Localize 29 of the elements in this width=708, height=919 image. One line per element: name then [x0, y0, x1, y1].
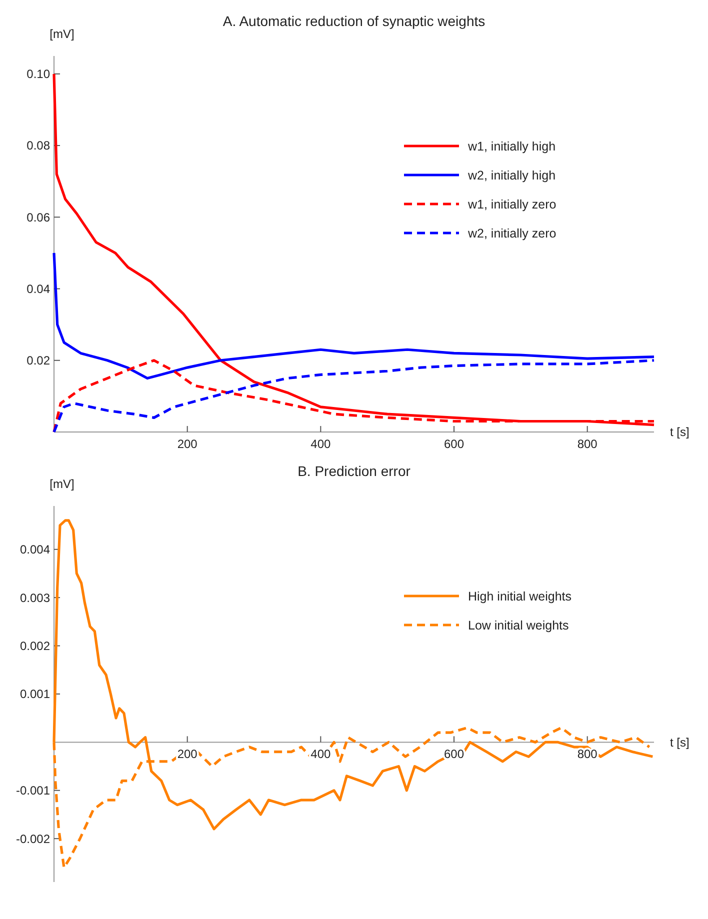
y-tick-label: 0.002: [20, 638, 50, 653]
y-tick-label: 0.10: [26, 67, 50, 82]
y-tick-label: 0.08: [26, 138, 50, 153]
y-tick-label: 0.04: [26, 282, 50, 296]
legend-label: w2, initially zero: [467, 226, 556, 240]
y-tick-label: 0.06: [26, 210, 50, 224]
x-tick-label: 400: [310, 437, 331, 451]
legend-label: High initial weights: [468, 589, 572, 604]
legend-label: w2, initially high: [467, 168, 556, 182]
y-tick-label: -0.001: [16, 784, 50, 798]
legend-label: w1, initially zero: [467, 197, 556, 212]
y-tick-label: 0.001: [20, 687, 50, 702]
x-axis-title: t [s]: [670, 735, 690, 750]
x-axis-title: t [s]: [670, 425, 690, 440]
x-tick-label: 600: [444, 437, 464, 451]
y-tick-label: 0.004: [20, 542, 50, 557]
chart-title: B. Prediction error: [298, 463, 411, 479]
y-tick-label: -0.002: [16, 832, 50, 846]
x-tick-label: 800: [577, 747, 598, 762]
y-tick-label: 0.003: [20, 590, 50, 605]
x-tick-label: 200: [177, 747, 198, 762]
y-axis-title: [mV]: [50, 27, 74, 41]
legend-label: w1, initially high: [467, 139, 556, 154]
x-tick-label: 200: [177, 437, 198, 451]
legend-label: Low initial weights: [468, 618, 569, 632]
chart-title: A. Automatic reduction of synaptic weights: [222, 13, 486, 29]
y-axis-title: [mV]: [50, 477, 74, 491]
y-tick-label: 0.02: [26, 354, 50, 368]
x-tick-label: 800: [577, 437, 598, 451]
